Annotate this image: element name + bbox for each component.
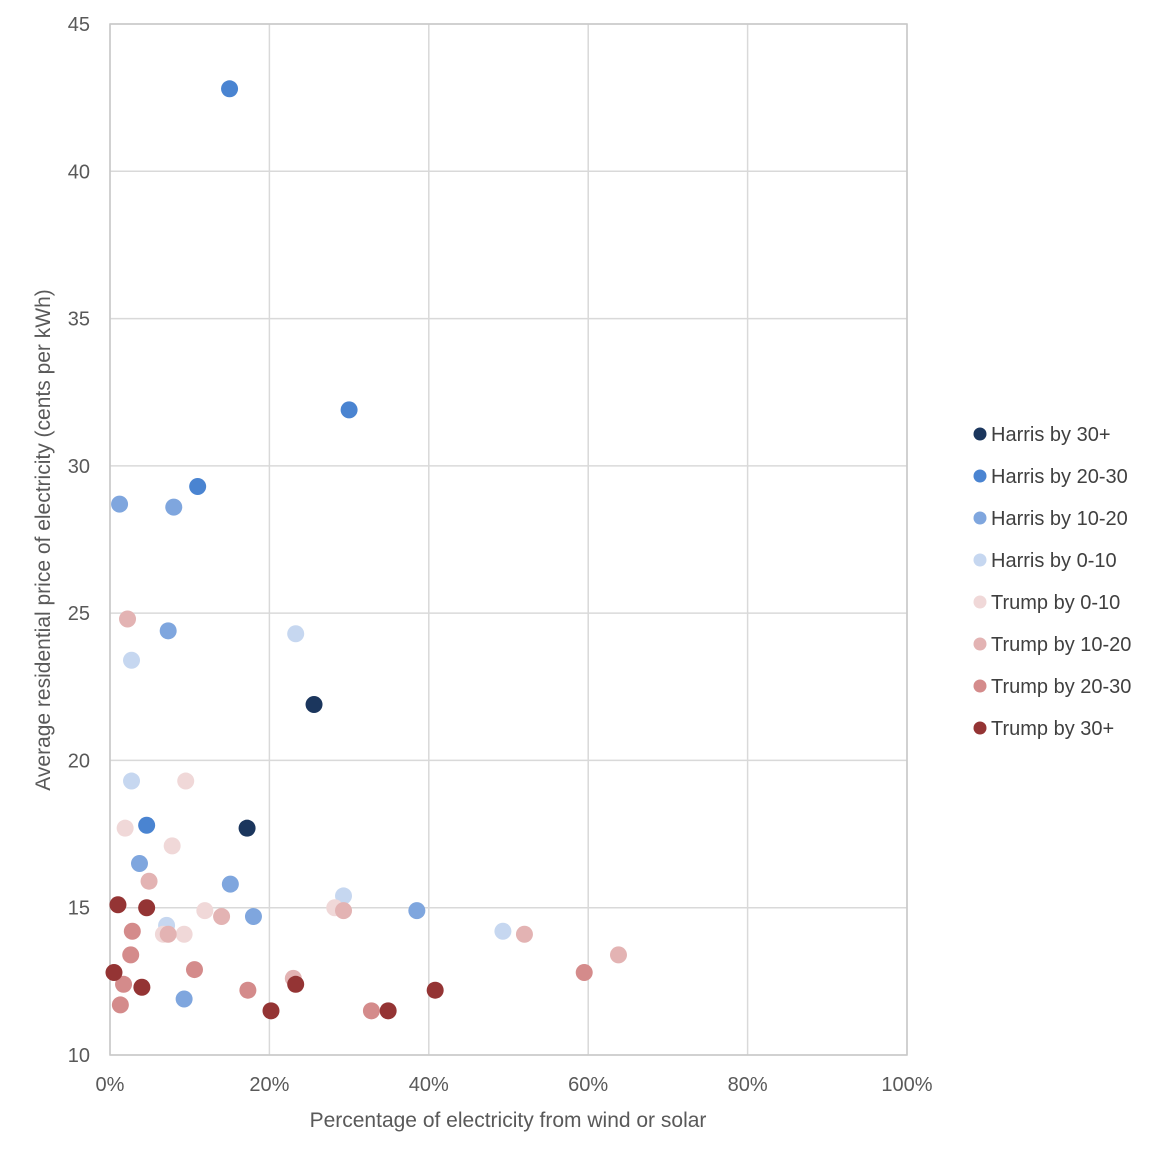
data-point bbox=[239, 981, 257, 999]
data-point bbox=[221, 80, 239, 98]
data-point bbox=[138, 899, 156, 917]
data-point bbox=[177, 772, 195, 790]
data-point bbox=[109, 896, 127, 914]
data-point bbox=[130, 855, 148, 873]
y-tick-label: 10 bbox=[68, 1045, 90, 1067]
legend-marker bbox=[973, 511, 987, 525]
data-point bbox=[426, 981, 444, 999]
y-tick-label: 15 bbox=[68, 898, 90, 920]
y-tick-label: 45 bbox=[68, 14, 90, 36]
data-point bbox=[609, 946, 627, 964]
data-point bbox=[138, 816, 156, 834]
y-tick-label: 25 bbox=[68, 603, 90, 625]
data-point bbox=[123, 922, 141, 940]
data-point bbox=[175, 925, 193, 943]
x-tick-label: 40% bbox=[409, 1074, 449, 1096]
legend-label: Harris by 30+ bbox=[991, 424, 1111, 446]
data-point bbox=[362, 1002, 380, 1020]
legend-label: Trump by 10-20 bbox=[991, 634, 1131, 656]
gridlines bbox=[109, 23, 908, 1056]
data-point bbox=[123, 651, 141, 669]
legend-marker bbox=[973, 553, 987, 567]
plot-area-border bbox=[109, 23, 908, 1056]
data-point bbox=[515, 925, 533, 943]
x-tick-label: 20% bbox=[249, 1074, 289, 1096]
legend-label: Harris by 0-10 bbox=[991, 550, 1117, 572]
legend: Harris by 30+ Harris by 20-30 Harris by 10… bbox=[973, 424, 1131, 740]
data-point bbox=[163, 837, 181, 855]
y-axis-tick-labels: 10 15 20 25 30 35 40 45 bbox=[68, 14, 90, 1067]
x-tick-label: 60% bbox=[568, 1074, 608, 1096]
data-point bbox=[119, 610, 137, 628]
data-points bbox=[105, 80, 627, 1020]
data-point bbox=[196, 902, 214, 920]
y-tick-label: 20 bbox=[68, 750, 90, 772]
legend-marker bbox=[973, 427, 987, 441]
data-point bbox=[111, 996, 129, 1014]
legend-label: Harris by 20-30 bbox=[991, 466, 1128, 488]
data-point bbox=[305, 695, 323, 713]
x-axis-tick-labels: 0% 20% 40% 60% 80% 100% bbox=[96, 1074, 933, 1096]
data-point bbox=[340, 401, 358, 419]
data-point bbox=[575, 964, 593, 982]
legend-label: Trump by 20-30 bbox=[991, 676, 1131, 698]
x-tick-label: 100% bbox=[881, 1074, 932, 1096]
data-point bbox=[175, 990, 193, 1008]
data-point bbox=[115, 975, 133, 993]
data-point bbox=[379, 1002, 397, 1020]
data-point bbox=[287, 625, 305, 643]
data-point bbox=[494, 922, 512, 940]
data-point bbox=[335, 887, 353, 905]
data-point bbox=[408, 902, 426, 920]
legend-marker bbox=[973, 637, 987, 651]
data-point bbox=[159, 925, 177, 943]
x-tick-label: 0% bbox=[96, 1074, 125, 1096]
data-point bbox=[262, 1002, 280, 1020]
data-point bbox=[105, 964, 123, 982]
legend-label: Harris by 10-20 bbox=[991, 508, 1128, 530]
data-point bbox=[221, 875, 239, 893]
legend-marker bbox=[973, 469, 987, 483]
data-point bbox=[185, 961, 203, 979]
legend-marker bbox=[973, 595, 987, 609]
data-point bbox=[287, 975, 305, 993]
legend-label: Trump by 30+ bbox=[991, 718, 1114, 740]
data-point bbox=[213, 908, 231, 926]
y-axis-title: Average residential price of electricity… bbox=[32, 289, 55, 790]
data-point bbox=[133, 978, 151, 996]
y-tick-label: 40 bbox=[68, 161, 90, 183]
legend-marker bbox=[973, 679, 987, 693]
x-tick-label: 80% bbox=[728, 1074, 768, 1096]
legend-marker bbox=[973, 721, 987, 735]
y-tick-label: 30 bbox=[68, 456, 90, 478]
x-axis-title: Percentage of electricity from wind or s… bbox=[310, 1109, 707, 1132]
data-point bbox=[238, 819, 256, 837]
legend-label: Trump by 0-10 bbox=[991, 592, 1120, 614]
data-point bbox=[159, 622, 177, 640]
data-point bbox=[335, 902, 353, 920]
data-point bbox=[189, 477, 207, 495]
data-point bbox=[111, 495, 129, 513]
data-point bbox=[165, 498, 183, 516]
y-tick-label: 35 bbox=[68, 309, 90, 331]
data-point bbox=[244, 908, 262, 926]
data-point bbox=[140, 872, 158, 890]
data-point bbox=[122, 946, 140, 964]
data-point bbox=[116, 819, 134, 837]
data-point bbox=[123, 772, 141, 790]
